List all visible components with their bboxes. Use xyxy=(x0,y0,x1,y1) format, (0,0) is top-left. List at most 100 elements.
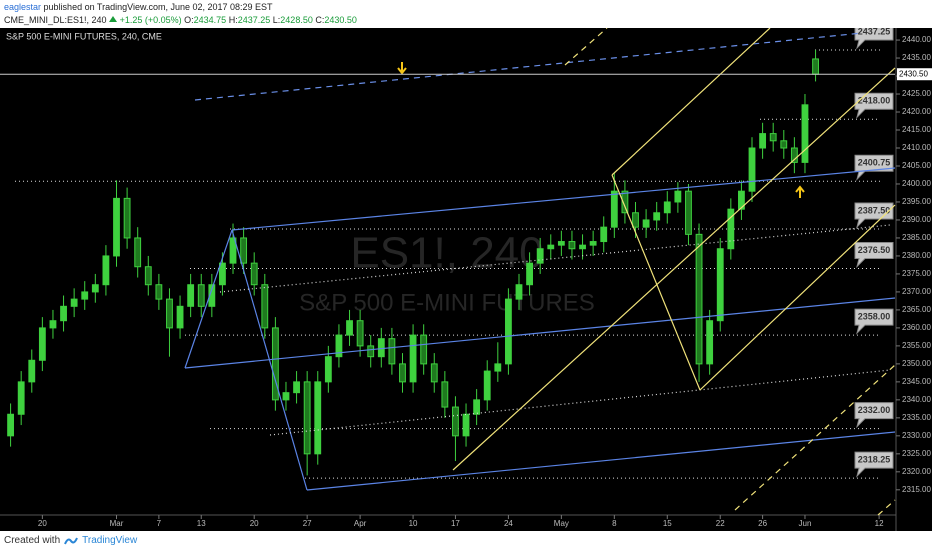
y-tick-label: 2340.00 xyxy=(902,395,931,404)
y-tick-label: 2370.00 xyxy=(902,287,931,296)
candle-body xyxy=(547,244,555,250)
candle-body xyxy=(504,298,512,365)
arrow-up xyxy=(795,185,805,198)
trend-line xyxy=(231,229,308,491)
candles xyxy=(7,49,819,476)
ohlc-key: O: xyxy=(184,15,194,25)
ohlc-value: 2428.50 xyxy=(280,15,313,25)
footer: Created with TradingView xyxy=(4,535,137,546)
candle-body xyxy=(430,363,438,383)
trend-line xyxy=(611,28,771,176)
candle-body xyxy=(409,334,417,383)
candle-body xyxy=(674,190,682,203)
candle-body xyxy=(420,334,428,365)
candle-body xyxy=(134,237,142,268)
chart: ES1!, 240 S&P 500 E-MINI FUTURES S&P 500… xyxy=(0,28,932,531)
y-tick-label: 2425.00 xyxy=(902,89,931,98)
trend-line xyxy=(219,224,891,293)
candle-body xyxy=(324,356,332,383)
trend-line xyxy=(184,297,896,369)
level-label: 2437.25 xyxy=(858,28,891,36)
candle-body xyxy=(632,212,639,228)
candle-body xyxy=(526,262,533,286)
trend-line xyxy=(877,499,896,516)
candle-body xyxy=(568,241,576,250)
candle-body xyxy=(250,262,258,286)
x-tick-label: 7 xyxy=(157,519,162,528)
candle-body xyxy=(621,190,629,214)
level-callout xyxy=(854,202,894,229)
candle-body xyxy=(144,266,152,286)
last-price-label: 2430.50 xyxy=(899,69,928,78)
ohlc-value: 2437.25 xyxy=(237,15,271,25)
x-tick-label: 13 xyxy=(197,519,206,528)
level-callout xyxy=(854,242,894,269)
x-tick-label: 10 xyxy=(409,519,418,528)
watermark: ES1!, 240 xyxy=(350,229,543,278)
candle-body xyxy=(579,244,586,250)
y-tick-label: 2345.00 xyxy=(902,377,931,386)
y-tick-label: 2350.00 xyxy=(902,359,931,368)
ohlc-key: L: xyxy=(272,15,281,25)
level-callout xyxy=(854,28,894,50)
candle-body xyxy=(314,381,322,455)
candle-body xyxy=(780,140,788,149)
candle-body xyxy=(473,399,481,415)
candle-body xyxy=(60,305,67,322)
candle-body xyxy=(7,413,15,437)
up-icon xyxy=(109,16,118,22)
candle-body xyxy=(557,241,565,246)
candle-body xyxy=(642,219,650,228)
axes: 2315.00 2320.00 2325.00 2330.00 2335.00 2340.… xyxy=(0,35,932,528)
trend-line xyxy=(699,204,896,391)
candle-body xyxy=(769,133,777,142)
y-tick-label: 2335.00 xyxy=(902,413,931,422)
candle-body xyxy=(748,147,756,192)
y-tick-label: 2395.00 xyxy=(902,197,931,206)
candle-body xyxy=(113,197,120,257)
ohlc-key: C: xyxy=(315,15,325,25)
y-tick-label: 2375.00 xyxy=(902,269,931,278)
brand[interactable]: TradingView xyxy=(82,535,138,546)
y-tick-label: 2320.00 xyxy=(902,467,931,476)
candle-body xyxy=(197,284,205,307)
candle-body xyxy=(293,381,300,394)
candle-body xyxy=(738,190,745,210)
y-tick-label: 2355.00 xyxy=(902,341,931,350)
y-tick-label: 2420.00 xyxy=(902,107,931,116)
y-tick-label: 2315.00 xyxy=(902,485,931,494)
symbol: CME_MINI_DL:ES1!, 240 xyxy=(4,15,107,25)
x-tick-label: 17 xyxy=(451,519,460,528)
logo xyxy=(64,537,79,545)
y-tick-label: 2325.00 xyxy=(902,449,931,458)
candle-body xyxy=(790,147,798,163)
level-label: 2418.00 xyxy=(858,96,891,106)
last-price-tag xyxy=(897,68,932,81)
candle-body xyxy=(208,284,216,307)
author[interactable]: eaglestar xyxy=(4,2,42,12)
candle-body xyxy=(38,327,46,361)
y-tick-label: 2385.00 xyxy=(902,233,931,242)
candle-body xyxy=(356,320,364,347)
y-tick-label: 2330.00 xyxy=(902,431,931,440)
level-label: 2387.50 xyxy=(858,205,891,215)
candle-body xyxy=(812,58,819,75)
trend-line xyxy=(734,364,896,511)
chart-title: S&P 500 E-MINI FUTURES, 240, CME xyxy=(6,31,162,41)
level-label: 2400.75 xyxy=(858,158,891,168)
header-line: CME_MINI_DL:ES1!, 240 +1.25 (+0.05%) O:2… xyxy=(4,14,357,27)
trend-line xyxy=(452,67,896,471)
candle-body xyxy=(399,363,406,383)
candle-body xyxy=(441,381,449,408)
candle-body xyxy=(706,320,714,365)
candle-body xyxy=(282,392,290,401)
candle-body xyxy=(515,284,523,300)
candle-body xyxy=(346,320,353,336)
trend-line xyxy=(564,28,608,66)
candle-body xyxy=(695,233,703,365)
candle-body xyxy=(219,262,226,286)
candle-body xyxy=(452,406,459,437)
candle-body xyxy=(123,197,131,239)
candle-body xyxy=(494,363,502,372)
candle-body xyxy=(727,208,735,250)
